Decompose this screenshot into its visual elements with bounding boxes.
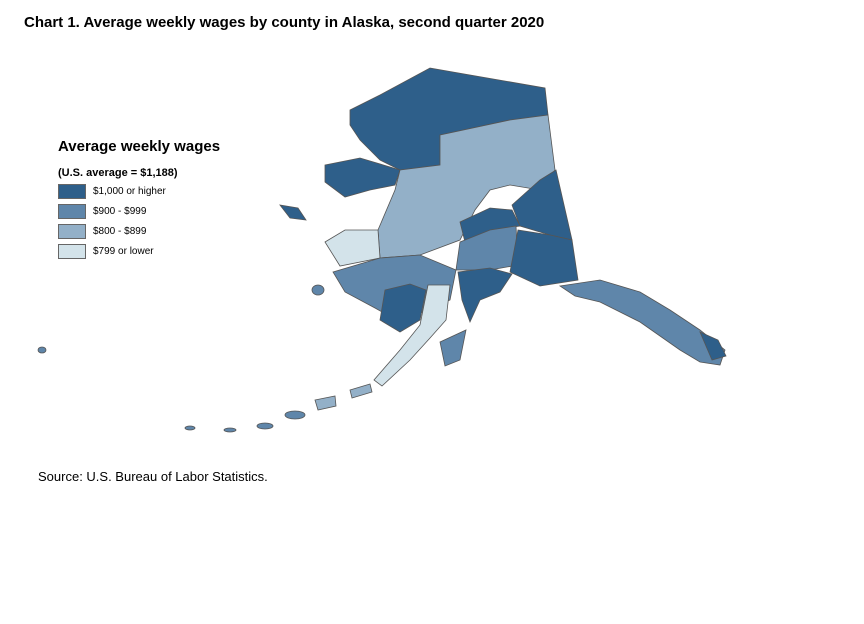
region [279, 204, 307, 221]
region [324, 157, 401, 198]
region [558, 279, 726, 366]
region [324, 229, 381, 267]
region [379, 283, 427, 333]
legend-item: $1,000 or higher [58, 184, 166, 199]
source: Source: U.S. Bureau of Labor Statistics. [38, 469, 268, 484]
region [37, 346, 47, 354]
legend-swatch [58, 224, 86, 239]
legend-label: $1,000 or higher [93, 186, 166, 197]
region [457, 267, 513, 324]
region [311, 284, 325, 296]
region [256, 422, 274, 430]
legend-swatch [58, 244, 86, 259]
legend-swatch [58, 204, 86, 219]
region [184, 425, 196, 431]
region [699, 331, 727, 361]
chart-title: Chart 1. Average weekly wages by county … [24, 14, 545, 31]
region [439, 329, 467, 367]
legend-swatch [58, 184, 86, 199]
legend-label: $800 - $899 [93, 226, 147, 237]
legend-label: $900 - $999 [93, 206, 147, 217]
region [314, 395, 337, 411]
region [284, 410, 306, 420]
legend-item: $799 or lower [58, 244, 154, 259]
legend-item: $900 - $999 [58, 204, 146, 219]
legend-label: $799 or lower [93, 246, 154, 257]
legend-title: Average weekly wages [58, 138, 221, 155]
region [373, 284, 451, 387]
region [349, 383, 373, 399]
region [223, 427, 237, 433]
legend-subtitle: (U.S. average = $1,188) [58, 167, 178, 179]
legend-item: $800 - $899 [58, 224, 146, 239]
region [509, 229, 579, 287]
